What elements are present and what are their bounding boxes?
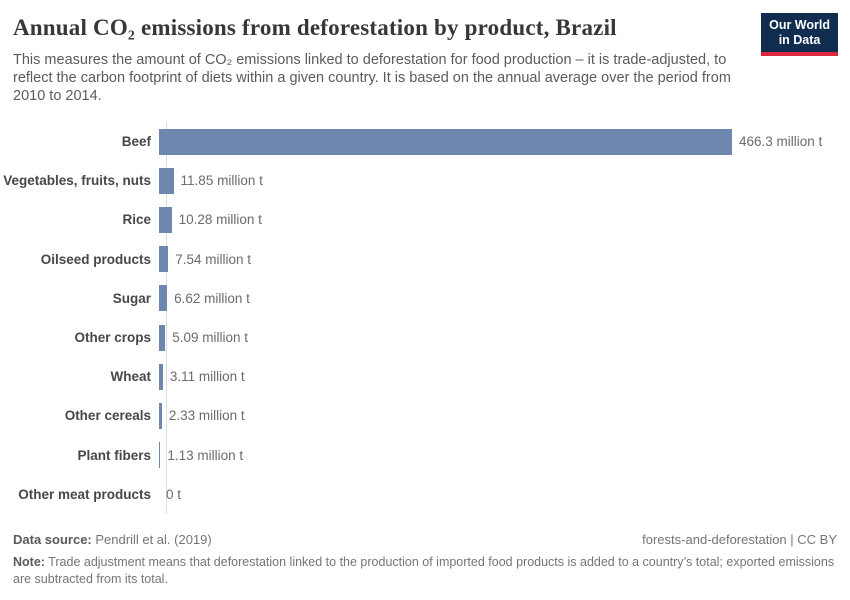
data-source-value[interactable]: Pendrill et al. (2019) [95,532,212,547]
data-source-label: Data source: [13,532,92,547]
bar-row-plant-fibers: Plant fibers 1.13 million t [0,436,850,475]
category-label-sugar: Sugar [112,290,151,306]
note-text: Trade adjustment means that deforestatio… [13,555,835,586]
y-axis-line [166,122,167,514]
value-label-rice: 10.28 million t [178,212,262,228]
license-link[interactable]: forests-and-deforestation | CC BY [642,532,837,547]
bar-beef[interactable] [159,128,732,155]
chart-footer: Data source: Pendrill et al. (2019) fore… [13,532,837,587]
note-label: Note: [13,555,45,569]
category-label-beef: Beef [121,134,151,150]
bar-row-rice: Rice 10.28 million t [0,200,850,239]
bar-row-oilseed-products: Oilseed products 7.54 million t [0,240,850,279]
owid-logo-line2: in Data [778,33,821,47]
chart-subtitle: This measures the amount of CO₂ emission… [13,52,731,104]
bar-row-other-cereals: Other cereals 2.33 million t [0,396,850,435]
bar-plant-fibers[interactable] [159,442,161,469]
category-label-plant-fibers: Plant fibers [77,447,151,463]
value-label-vegetables-fruits-nuts: 11.85 million t [180,173,263,189]
bar-sugar[interactable] [159,285,168,312]
bar-chart: Beef 466.3 million t Vegetables, fruits, n… [0,122,850,514]
owid-logo[interactable]: Our World in Data [761,13,838,56]
chart-note: Note: Trade adjustment means that defore… [13,554,837,587]
owid-logo-line1: Our World [769,18,830,32]
bar-vegetables-fruits-nuts[interactable] [159,167,174,194]
bar-other-cereals[interactable] [159,402,162,429]
bar-other-crops[interactable] [159,324,166,351]
category-label-wheat: Wheat [110,369,152,385]
data-source: Data source: Pendrill et al. (2019) [13,532,212,547]
category-label-oilseed-products: Oilseed products [40,251,151,267]
value-label-sugar: 6.62 million t [174,290,250,306]
value-label-other-cereals: 2.33 million t [168,408,245,424]
bar-row-other-meat-products: Other meat products 0 t [0,475,850,514]
bar-row-sugar: Sugar 6.62 million t [0,279,850,318]
category-label-rice: Rice [122,212,151,228]
value-label-wheat: 3.11 million t [169,369,245,385]
bar-wheat[interactable] [159,363,163,390]
value-label-other-meat-products: 0 t [166,486,182,502]
bar-row-other-crops: Other crops 5.09 million t [0,318,850,357]
bar-rice[interactable] [159,206,172,233]
bar-row-wheat: Wheat 3.11 million t [0,357,850,396]
page-title: Annual CO₂ emissions from deforestation … [13,15,617,40]
category-label-vegetables-fruits-nuts: Vegetables, fruits, nuts [3,173,151,189]
value-label-oilseed-products: 7.54 million t [175,251,252,267]
bar-row-vegetables-fruits-nuts: Vegetables, fruits, nuts 11.85 million t [0,161,850,200]
bar-rows: Beef 466.3 million t Vegetables, fruits, n… [0,122,850,514]
category-label-other-crops: Other crops [74,330,151,346]
value-label-beef: 466.3 million t [739,134,823,150]
category-label-other-cereals: Other cereals [64,408,151,424]
bar-row-beef: Beef 466.3 million t [0,122,850,161]
bar-oilseed-products[interactable] [159,246,169,273]
category-label-other-meat-products: Other meat products [18,486,151,502]
value-label-other-crops: 5.09 million t [172,330,249,346]
value-label-plant-fibers: 1.13 million t [167,447,244,463]
